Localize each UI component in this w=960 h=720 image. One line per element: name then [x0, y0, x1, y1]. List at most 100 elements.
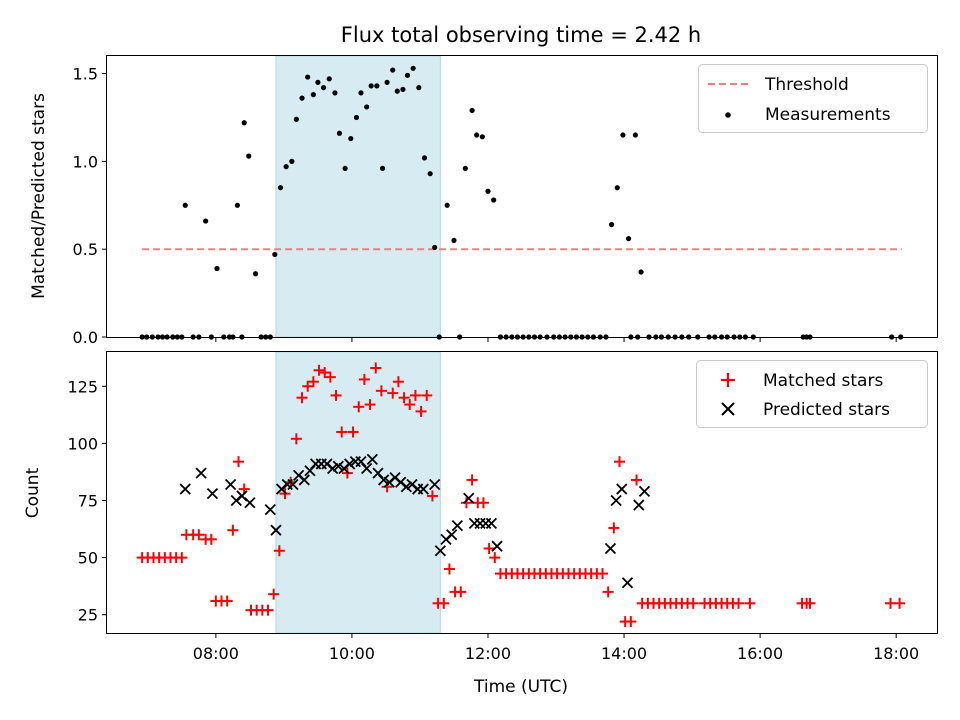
matched-star-point: [347, 426, 359, 438]
legend-measurements-swatch: [725, 112, 731, 118]
predicted-star-stroke: [321, 458, 333, 470]
measurement-point: [427, 171, 433, 177]
measurement-point: [252, 271, 259, 277]
predicted-star-point: [366, 453, 378, 466]
measurement-point: [421, 155, 428, 161]
predicted-star-stroke: [236, 490, 248, 502]
matched-star-point: [404, 399, 416, 411]
matched-star-point: [466, 474, 478, 486]
predicted-star-stroke: [610, 494, 622, 507]
chart-title: Flux total observing time = 2.42 h: [341, 23, 701, 47]
bottom-panel-frame: [106, 351, 938, 634]
top-ytick-label: 1.0: [73, 152, 98, 171]
measurement-point: [182, 202, 188, 208]
measurement-point: [326, 76, 332, 82]
predicted-star-point: [610, 494, 622, 507]
measurement-point: [368, 83, 374, 89]
predicted-star-stroke: [270, 524, 282, 536]
matched-star-point: [597, 568, 609, 580]
predicted-star-stroke: [638, 485, 651, 497]
legend-predicted-label: Predicted stars: [763, 400, 890, 420]
measurement-point: [462, 165, 468, 171]
top-y-axis-label: Matched/Predicted stars: [29, 93, 49, 299]
predicted-star-point: [179, 483, 191, 495]
matched-star-point: [205, 533, 217, 545]
measurement-point: [444, 202, 450, 208]
bottom-x-ticks: 08:00 10:00 12:00 14:00 16:00 18:00: [193, 633, 919, 663]
matched-star-point: [262, 604, 274, 616]
matched-star-point: [313, 364, 325, 376]
predicted-star-point: [451, 519, 464, 532]
matched-star-point: [273, 545, 285, 557]
predicted-star-point: [361, 462, 373, 475]
matched-star-point: [221, 595, 233, 607]
matched-star-point: [375, 385, 387, 397]
predicted-star-stroke: [633, 499, 645, 511]
matched-star-point: [460, 497, 472, 509]
measurement-point: [632, 132, 638, 138]
matched-star-point: [336, 426, 348, 438]
measurement-point: [390, 67, 396, 73]
matched-stars-series: [136, 362, 906, 628]
predicted-star-point: [224, 478, 237, 491]
predicted-star-point: [446, 529, 458, 541]
predicted-star-point: [633, 499, 645, 511]
measurement-point: [374, 83, 380, 89]
matched-star-point: [330, 389, 342, 401]
matched-star-point: [398, 392, 410, 404]
matched-star-point: [602, 586, 614, 598]
top-panel-ratio: 0.0 0.5 1.0 1.5 Matched/Predicted stars Thr…: [29, 55, 938, 347]
predicted-star-stroke: [179, 483, 191, 495]
matched-star-point: [608, 522, 620, 534]
predicted-star-point: [604, 542, 617, 555]
top-y-ticks: 0.0 0.5 1.0 1.5: [73, 65, 107, 347]
predicted-star-stroke: [224, 478, 237, 491]
measurement-point: [625, 236, 632, 242]
measurement-point: [416, 85, 422, 91]
predicted-star-stroke: [244, 497, 256, 509]
matched-star-point: [744, 597, 756, 609]
predicted-star-stroke: [206, 488, 219, 500]
bottom-ytick-label: 75: [78, 491, 98, 510]
predicted-star-stroke: [287, 478, 299, 491]
bottom-y-axis-label: Count: [23, 467, 43, 518]
bottom-legend-box: [696, 360, 928, 428]
measurement-point: [310, 92, 316, 98]
matched-star-point: [358, 373, 370, 385]
matched-star-point: [477, 497, 489, 509]
measurement-point: [410, 65, 416, 71]
matched-star-point: [296, 392, 308, 404]
predicted-star-stroke: [195, 467, 207, 479]
matched-star-point: [625, 616, 637, 628]
predicted-star-stroke: [372, 467, 384, 479]
predicted-star-stroke: [292, 469, 305, 482]
xtick-label: 12:00: [465, 644, 511, 663]
measurement-point: [638, 269, 644, 275]
predicted-star-stroke: [446, 529, 458, 541]
matched-star-point: [307, 376, 319, 388]
predicted-star-point: [298, 474, 310, 486]
matched-star-point: [392, 376, 404, 388]
predicted-star-stroke: [395, 476, 407, 488]
legend-threshold-label: Threshold: [764, 75, 849, 95]
measurement-point: [384, 79, 390, 85]
legend-measurements-label: Measurements: [765, 105, 891, 125]
predicted-star-stroke: [434, 545, 446, 557]
predicted-star-stroke: [604, 542, 617, 555]
measurement-point: [305, 74, 311, 80]
top-ytick-label: 1.5: [73, 65, 98, 84]
matched-star-point: [426, 490, 438, 502]
matched-star-point: [804, 597, 816, 609]
measurement-point: [614, 185, 620, 191]
matched-star-point: [894, 597, 906, 609]
matched-star-point: [176, 552, 188, 564]
predicted-star-stroke: [406, 478, 418, 491]
measurement-point: [320, 85, 327, 91]
measurement-point: [432, 244, 438, 251]
predicted-star-point: [244, 497, 256, 509]
predicted-star-stroke: [621, 577, 634, 589]
matched-star-point: [483, 542, 495, 554]
measurement-point: [469, 107, 475, 114]
top-panel-highlight-span: [275, 55, 441, 338]
predicted-star-point: [270, 524, 282, 536]
